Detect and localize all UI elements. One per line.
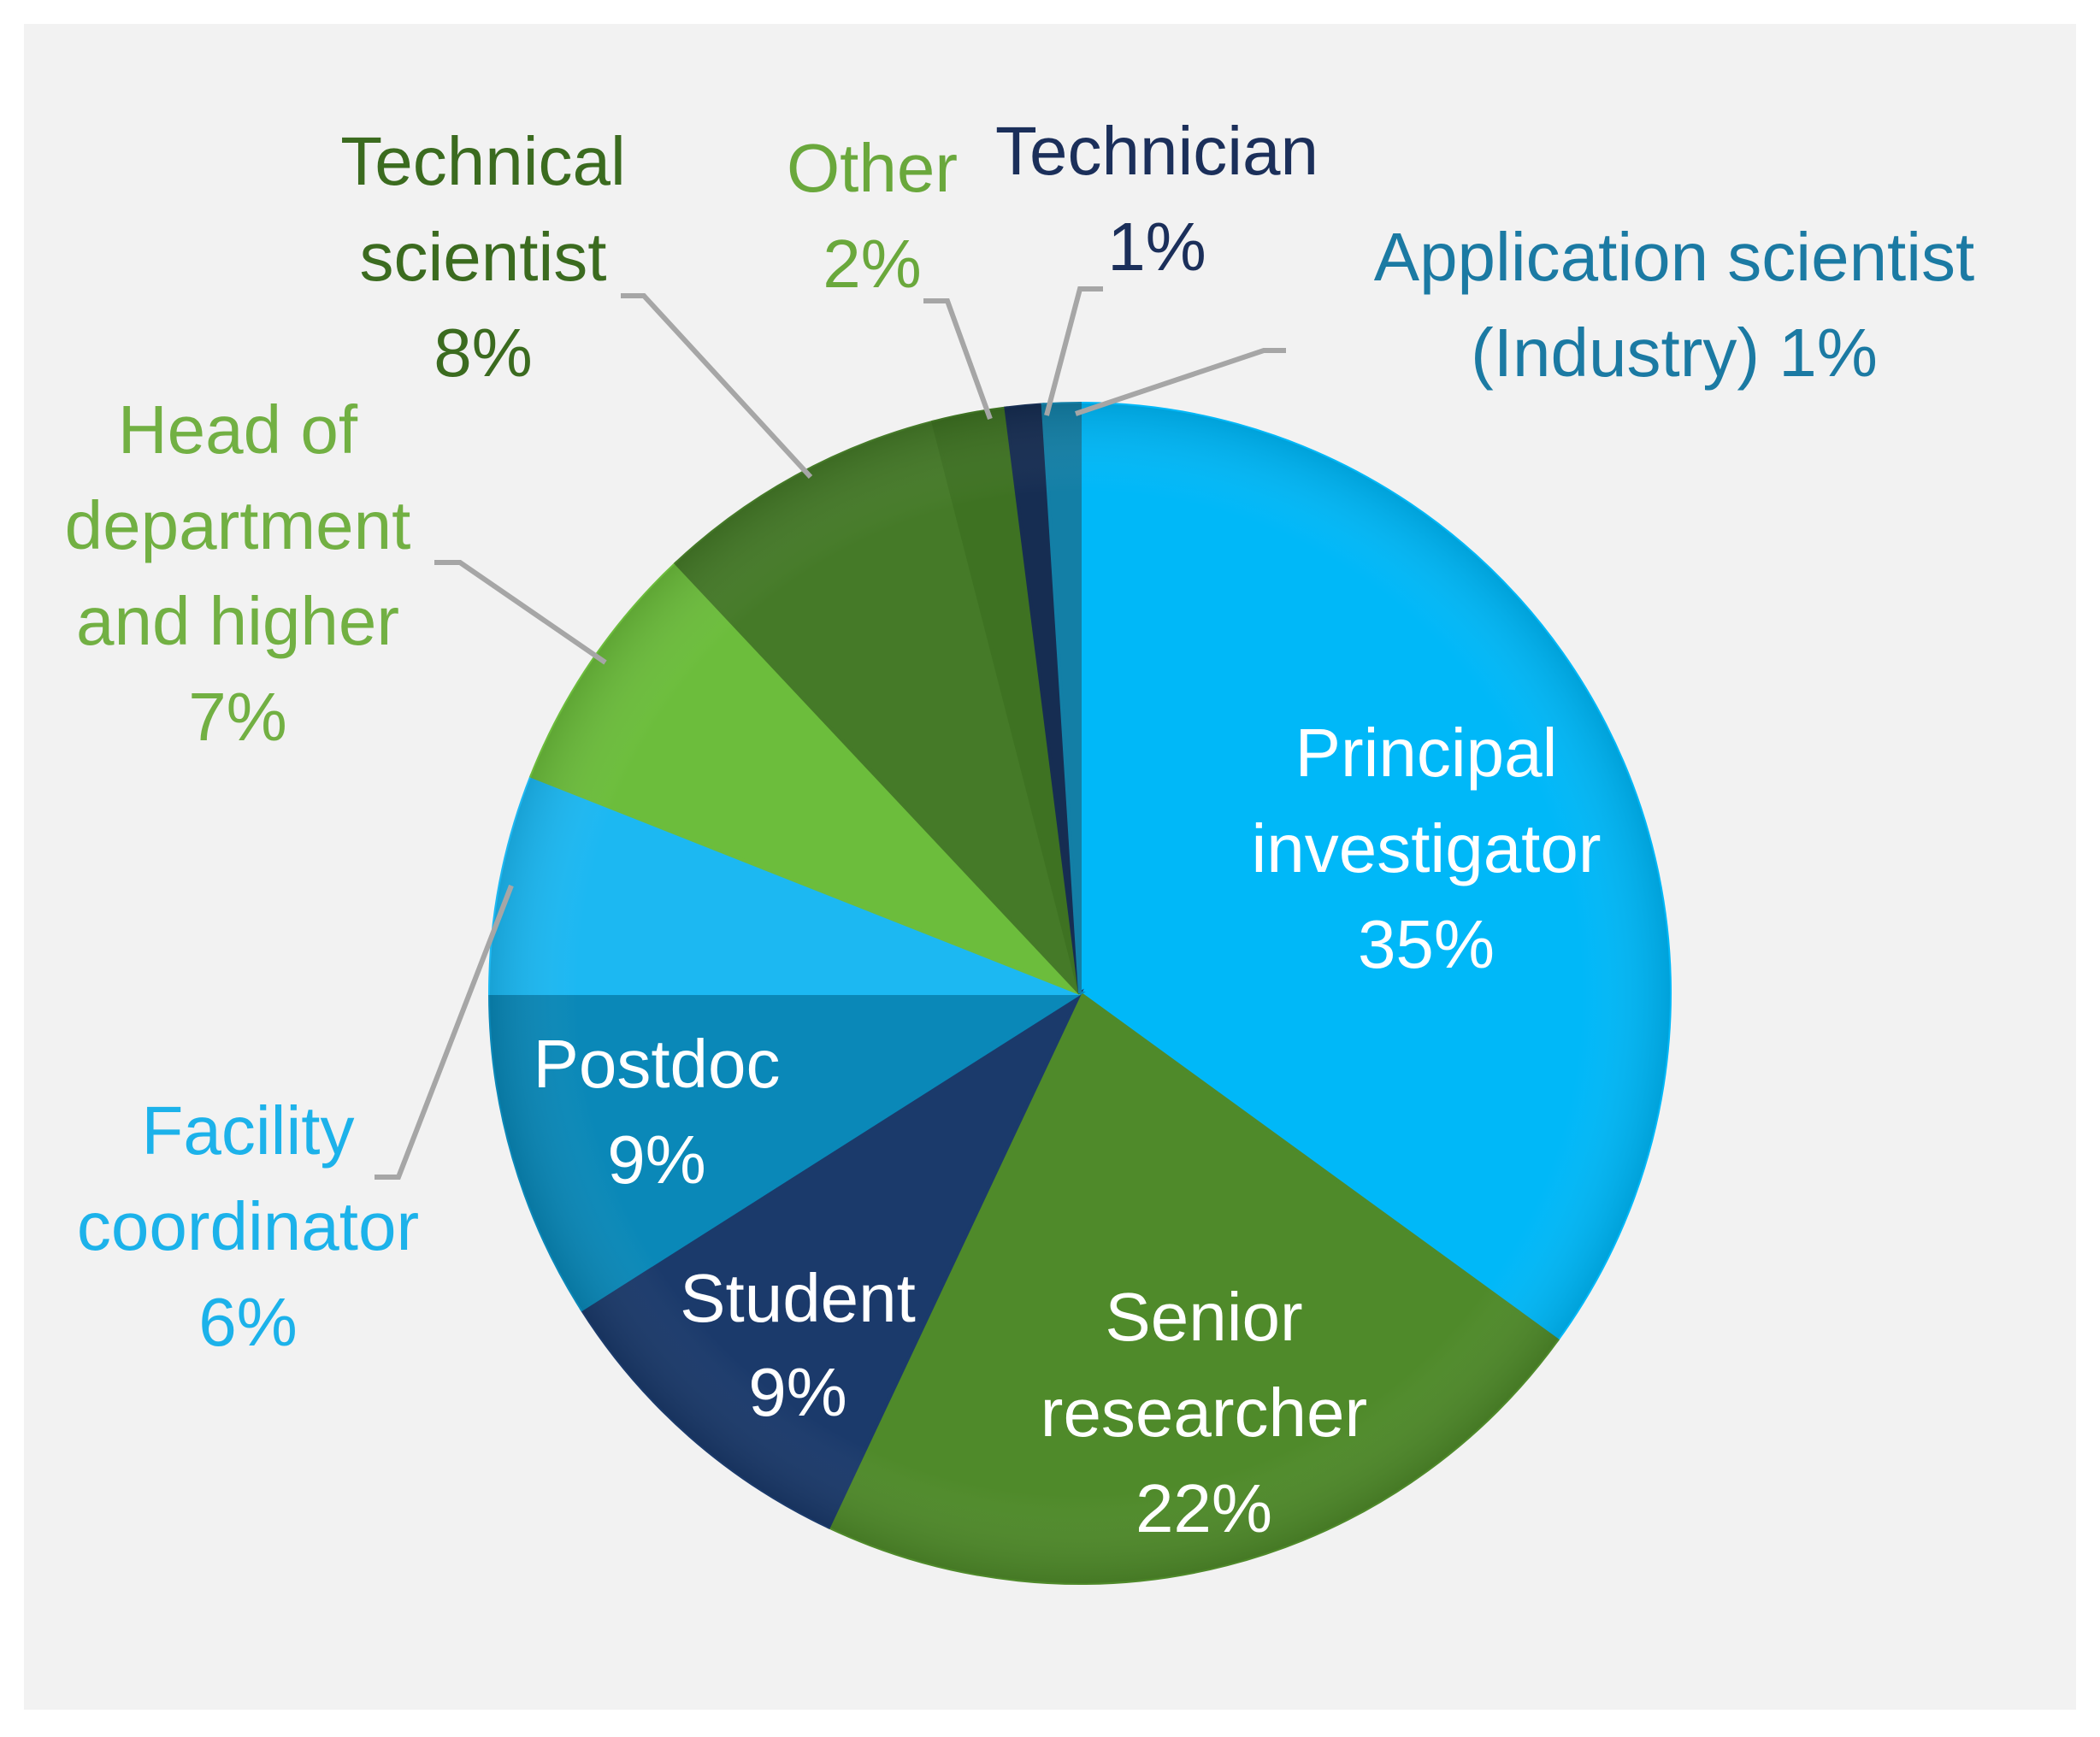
leader-line-technician: [1044, 286, 1103, 416]
leader-line-head-of: [434, 560, 607, 665]
slice-label-senior: Senior researcher 22%: [1041, 1279, 1367, 1546]
slice-label-technical: Technical scientist 8%: [340, 123, 626, 391]
slice-label-line-postdoc: Postdoc: [533, 1026, 780, 1102]
slice-label-line-technician: Technician: [995, 113, 1318, 189]
slice-label-line-principal: investigator: [1251, 810, 1601, 886]
slice-label-line-technical: Technical: [340, 123, 626, 199]
pie-shading: [490, 403, 1670, 1583]
slice-label-application-scientist: Application scientist (Industry) 1%: [1374, 219, 1975, 391]
leaders-layer: [375, 286, 1286, 1180]
slice-percent-facility: 6%: [198, 1284, 298, 1360]
slices-layer: [487, 401, 1672, 1585]
leader-line-technical: [621, 293, 813, 480]
slice-label-line-facility: Facility: [142, 1092, 355, 1169]
slice-percent-postdoc: 9%: [607, 1122, 706, 1198]
leader-line-application-scientist: [1075, 348, 1286, 416]
labels-layer: Principal investigator 35% Senior researcher…: [65, 113, 1975, 1546]
slice-label-line-facility: coordinator: [77, 1188, 419, 1264]
slice-percent-other: 2%: [823, 226, 922, 302]
slice-label-postdoc: Postdoc 9%: [533, 1026, 780, 1198]
leader-line-other: [923, 298, 993, 421]
leader-line-facility: [375, 884, 514, 1180]
slice-percent-student: 9%: [748, 1354, 847, 1430]
slice-label-line-head-of: department: [65, 487, 411, 563]
slice-label-student: Student 9%: [680, 1260, 916, 1430]
slice-label-line-head-of: and higher: [76, 583, 399, 659]
slice-label-line-senior: Senior: [1105, 1279, 1302, 1355]
slice-percent-head-of: 7%: [188, 679, 287, 755]
slice-label-line-head-of: Head of: [118, 392, 358, 468]
chart-frame: Principal investigator 35% Senior researcher…: [24, 24, 2076, 1710]
slice-percent-principal: 35%: [1358, 906, 1495, 982]
slice-percent-technician: 1%: [1107, 209, 1206, 285]
slice-percent-technical: 8%: [434, 315, 533, 391]
slice-label-head-of: Head of department and higher 7%: [65, 392, 411, 755]
slice-label-principal: Principal investigator 35%: [1251, 715, 1601, 982]
slice-label-line-senior: researcher: [1041, 1375, 1367, 1451]
slice-label-line-other: Other: [787, 130, 958, 206]
slice-percent-senior: 22%: [1136, 1470, 1272, 1546]
slice-label-line-principal: Principal: [1295, 715, 1558, 791]
slice-label-facility: Facility coordinator 6%: [77, 1092, 419, 1360]
slice-label-other: Other 2%: [787, 130, 958, 302]
pie-chart: Principal investigator 35% Senior researcher…: [65, 113, 1975, 1585]
slice-label-technician: Technician 1%: [995, 113, 1318, 285]
slice-label-line-application-scientist: (Industry) 1%: [1471, 315, 1878, 391]
slice-label-line-technical: scientist: [360, 219, 607, 295]
slice-label-line-student: Student: [680, 1260, 916, 1336]
slice-label-line-application-scientist: Application scientist: [1374, 219, 1975, 295]
